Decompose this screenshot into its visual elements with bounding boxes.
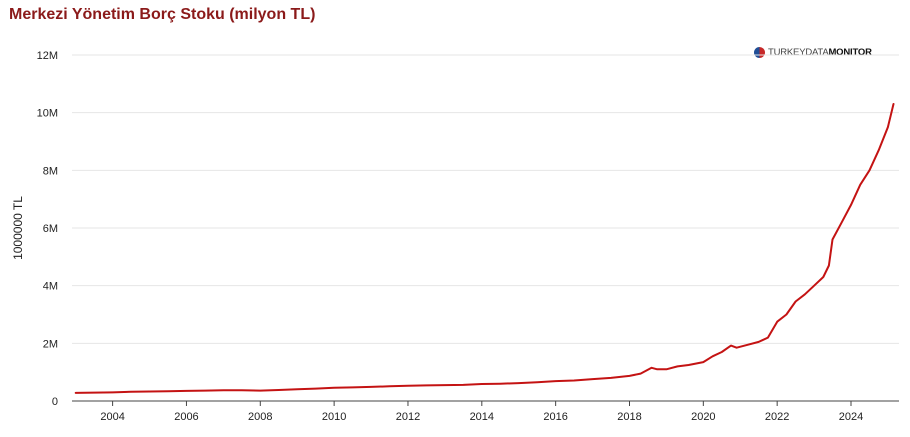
brand-text-bold: MONITOR <box>828 46 872 58</box>
x-axis: 2004 2006 2008 2010 2012 2014 2016 2018 2020 2022… <box>72 400 899 423</box>
x-tick-label: 2006 <box>174 411 198 423</box>
x-tick-label: 2022 <box>765 411 789 423</box>
y-tick-label: 4M <box>43 281 58 293</box>
x-tick-label: 2014 <box>470 411 494 423</box>
grid-lines <box>72 54 899 344</box>
x-tick-label: 2012 <box>396 411 420 423</box>
x-tick-label: 2018 <box>617 411 641 423</box>
x-tick-label: 2020 <box>691 411 715 423</box>
series-line <box>74 103 895 394</box>
y-tick-label: 12M <box>37 50 58 62</box>
x-tick-label: 2008 <box>248 411 272 423</box>
x-tick-label: 2010 <box>322 411 346 423</box>
globe-icon <box>754 46 765 58</box>
y-tick-label: 6M <box>43 223 58 235</box>
y-axis-label: 1000000 TL <box>11 196 25 260</box>
x-tick-label: 2024 <box>839 411 863 423</box>
y-tick-label: 10M <box>37 108 58 120</box>
series-layer <box>74 103 895 394</box>
y-tick-label: 8M <box>43 165 58 177</box>
y-axis-ticks: 0 2M 4M 6M 8M 10M 12M <box>37 50 58 408</box>
chart-title: Merkezi Yönetim Borç Stoku (milyon TL) <box>9 6 316 23</box>
turkeydatamonitor-logo: TURKEYDATA MONITOR <box>754 44 872 60</box>
x-tick-label: 2004 <box>100 411 124 423</box>
brand-text-light: TURKEYDATA <box>768 46 829 58</box>
y-tick-label: 2M <box>43 338 58 350</box>
y-tick-label: 0 <box>52 396 58 408</box>
x-tick-label: 2016 <box>543 411 567 423</box>
